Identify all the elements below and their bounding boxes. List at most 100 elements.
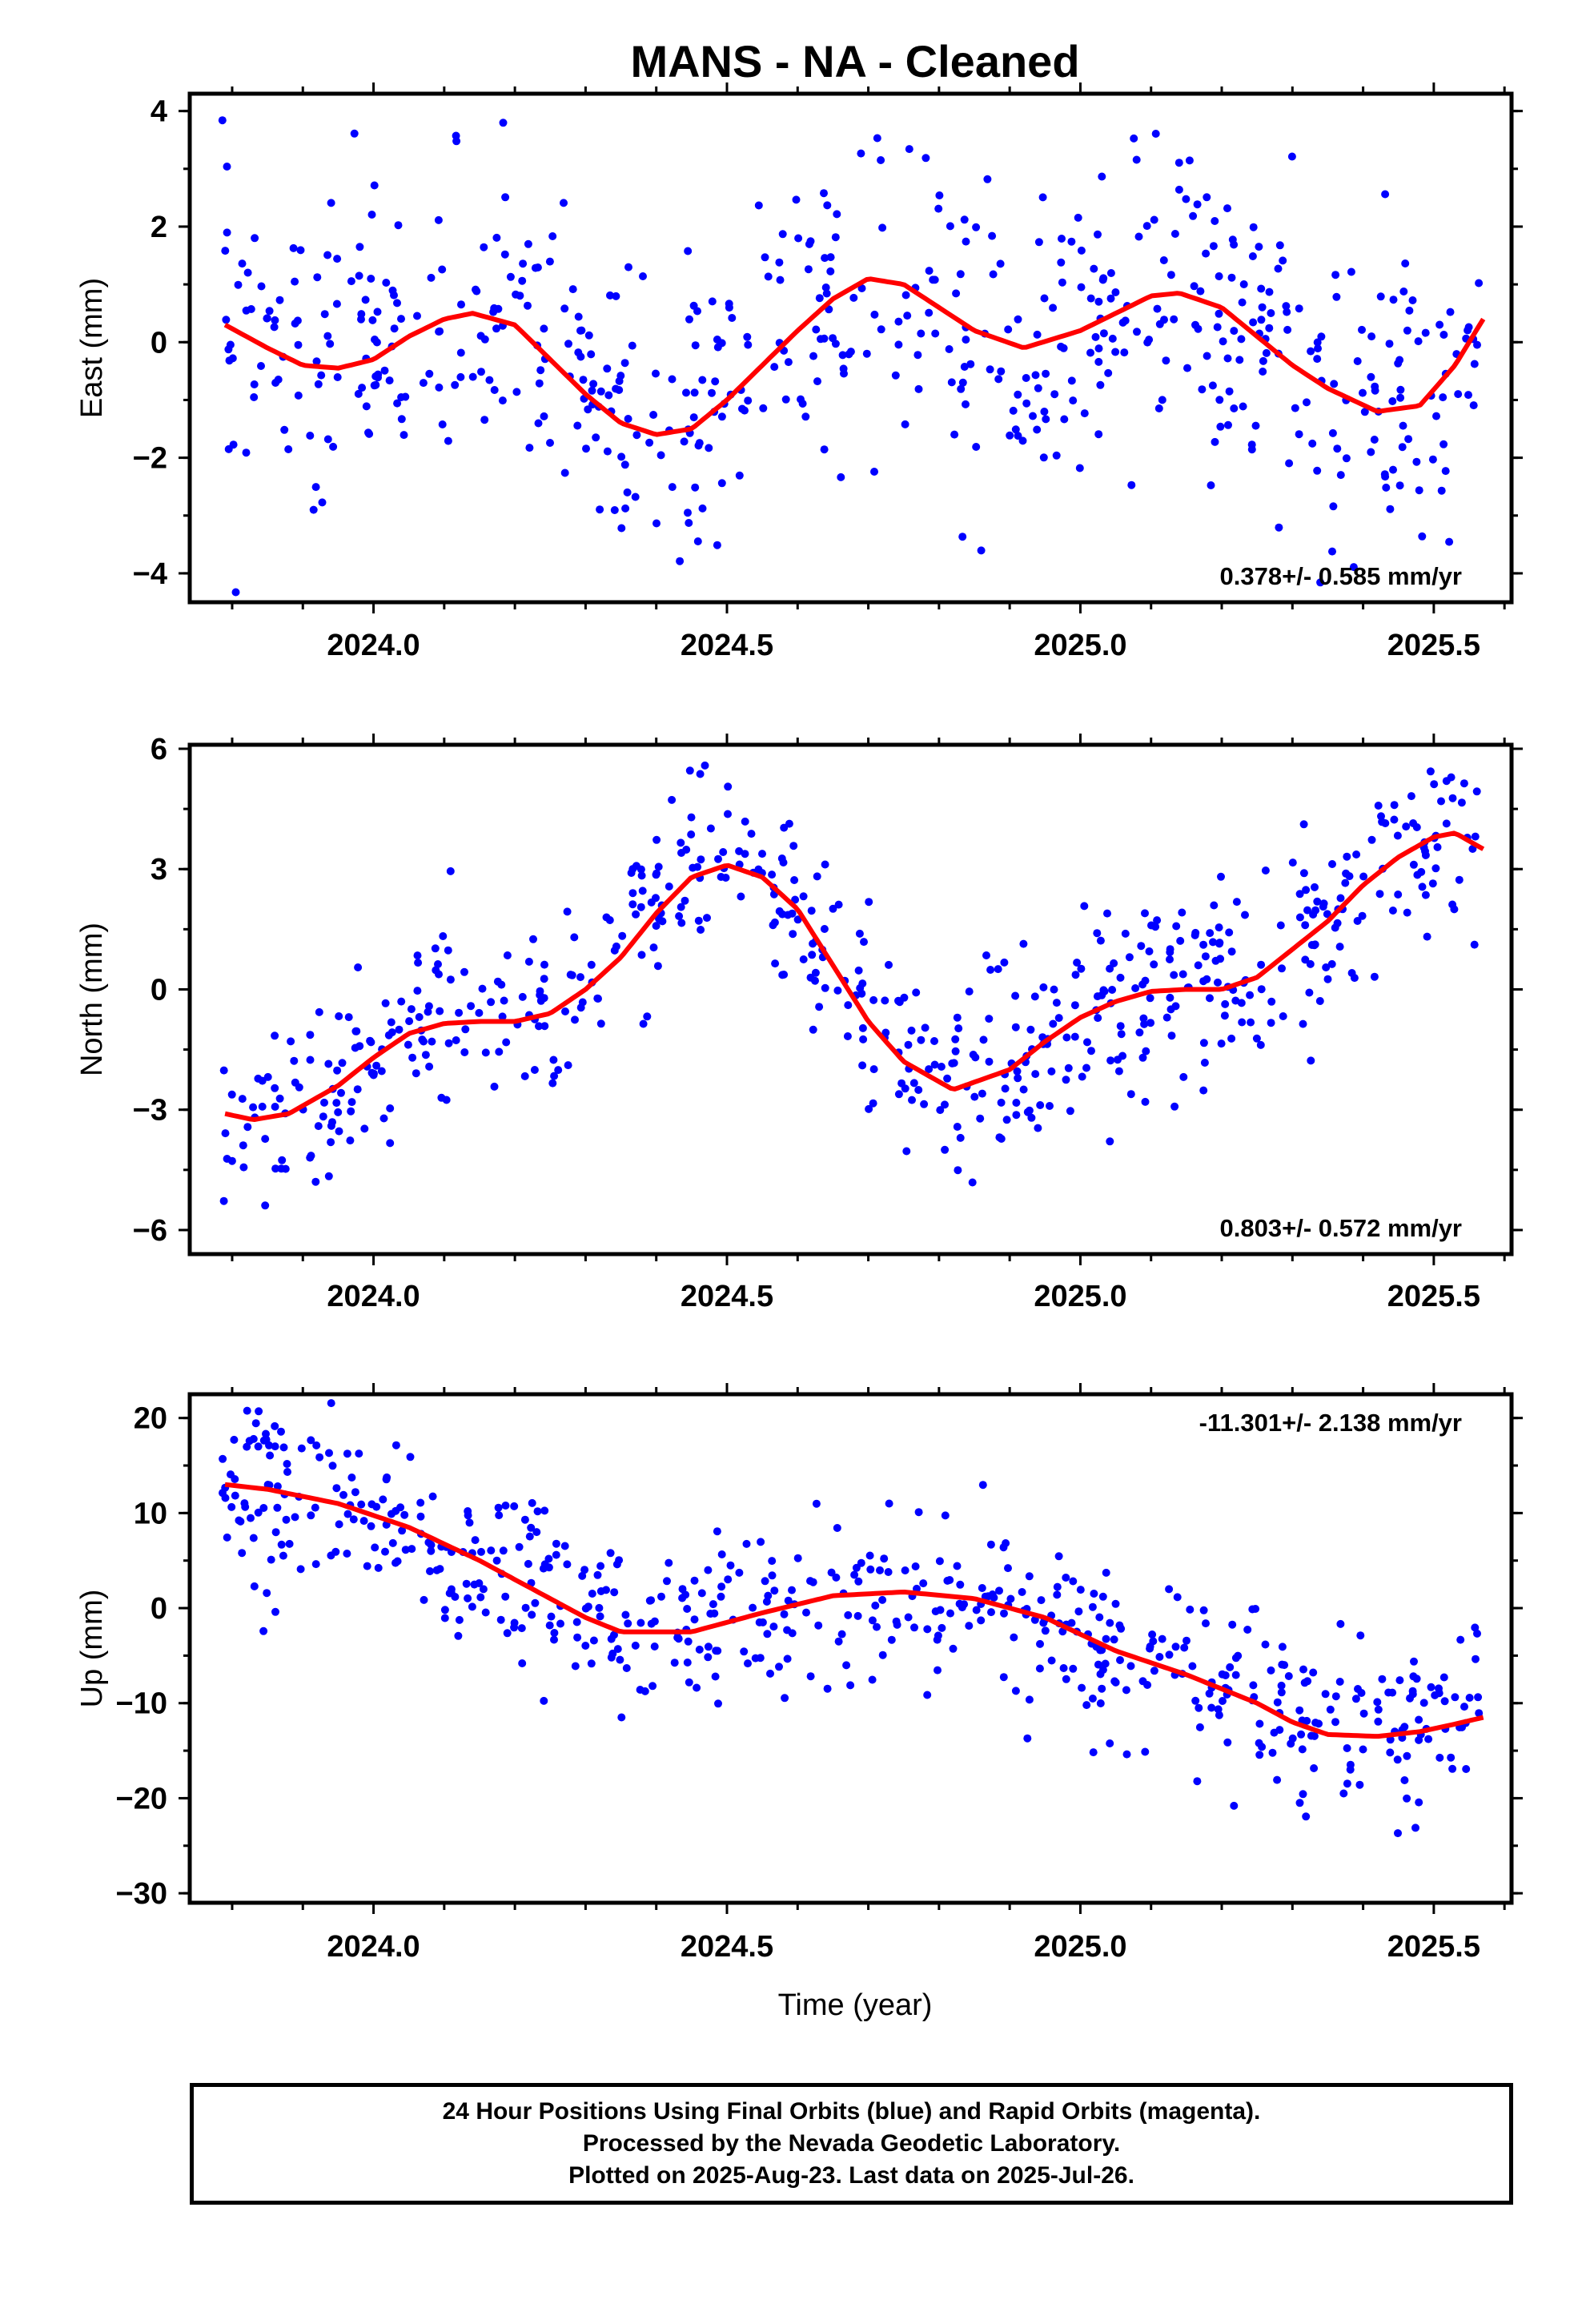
data-point	[1230, 240, 1239, 249]
data-point	[714, 854, 722, 863]
data-point	[1022, 399, 1031, 408]
data-point	[1201, 952, 1210, 961]
data-point	[306, 1031, 315, 1039]
data-point	[540, 975, 548, 983]
data-point	[1014, 432, 1022, 440]
data-point	[592, 433, 600, 442]
data-point	[804, 265, 813, 274]
data-point	[620, 460, 629, 469]
data-point	[1450, 905, 1459, 914]
data-point	[1299, 869, 1308, 878]
data-point	[822, 289, 831, 298]
data-point	[311, 1560, 320, 1569]
data-point	[1000, 1609, 1008, 1618]
data-point	[624, 415, 632, 423]
data-point	[271, 1607, 279, 1616]
data-point	[380, 366, 389, 375]
data-point	[1116, 1022, 1125, 1031]
data-point	[427, 1541, 436, 1550]
data-point	[396, 1503, 405, 1512]
data-point	[528, 1498, 536, 1507]
data-point	[693, 537, 702, 545]
footer-line-3: Plotted on 2025-Aug-23. Last data on 202…	[568, 2162, 1134, 2189]
data-point	[610, 506, 619, 514]
data-point	[1303, 1716, 1311, 1725]
data-point	[278, 1156, 287, 1164]
data-point	[1141, 976, 1150, 985]
data-point	[1070, 1001, 1079, 1010]
data-point	[1040, 408, 1049, 416]
data-point	[584, 331, 593, 340]
data-point	[219, 1196, 228, 1205]
data-point	[977, 546, 986, 555]
data-point	[1421, 891, 1430, 899]
data-point	[919, 1579, 928, 1588]
data-point	[512, 388, 521, 396]
data-point	[878, 1651, 887, 1659]
data-point	[1190, 282, 1199, 291]
data-point	[259, 1626, 268, 1635]
data-point	[656, 451, 665, 460]
data-point	[628, 900, 637, 909]
data-point	[444, 436, 452, 445]
data-point	[1104, 368, 1113, 377]
fit-curve-north	[224, 830, 1485, 1122]
data-point	[1447, 1753, 1456, 1762]
data-point	[367, 211, 376, 219]
data-point	[1067, 237, 1076, 246]
data-point	[704, 1653, 713, 1662]
data-point	[1174, 159, 1183, 167]
data-point	[343, 1550, 351, 1558]
data-point	[589, 380, 598, 388]
y-tick-label: −4	[133, 557, 167, 591]
data-point	[1370, 436, 1379, 444]
data-point	[677, 838, 685, 847]
data-point	[1153, 916, 1162, 925]
data-point	[1331, 271, 1340, 279]
x-tick-label: 2025.0	[1034, 1280, 1126, 1313]
data-point	[1335, 943, 1344, 951]
data-point	[631, 1641, 640, 1650]
data-point	[778, 230, 787, 239]
data-point	[763, 1630, 772, 1638]
data-point	[382, 279, 391, 287]
data-point	[621, 504, 630, 513]
y-axis-title-east: East (mm)	[75, 278, 109, 418]
data-point	[701, 761, 709, 770]
data-point	[1102, 1634, 1110, 1643]
data-point	[972, 1606, 981, 1614]
data-point	[571, 1015, 579, 1024]
data-point	[596, 1587, 605, 1595]
data-point	[1287, 1739, 1295, 1748]
data-point	[1082, 1063, 1090, 1072]
data-point	[1359, 1709, 1368, 1718]
data-point	[1033, 425, 1042, 434]
data-point	[1098, 172, 1106, 181]
data-point	[1257, 316, 1266, 324]
data-point	[621, 1610, 630, 1619]
data-point	[684, 1637, 693, 1646]
data-point	[747, 830, 756, 838]
data-point	[941, 1511, 950, 1520]
data-point	[315, 1007, 323, 1016]
data-point	[652, 922, 661, 931]
data-point	[1305, 988, 1314, 997]
data-point	[1053, 1582, 1062, 1591]
data-point	[343, 1449, 351, 1458]
data-point	[1098, 1684, 1106, 1693]
data-point	[744, 340, 753, 349]
data-point	[1380, 470, 1389, 479]
data-point	[849, 293, 858, 302]
data-point	[914, 384, 923, 393]
data-point	[1014, 1074, 1022, 1083]
data-point	[1435, 320, 1444, 329]
data-point	[347, 1107, 355, 1116]
data-point	[826, 253, 835, 262]
data-point	[632, 431, 641, 440]
data-point	[1298, 1745, 1307, 1754]
data-point	[1259, 368, 1267, 376]
data-point	[436, 1565, 444, 1574]
data-point	[1150, 960, 1158, 969]
data-point	[1261, 1640, 1270, 1649]
data-point	[1101, 1659, 1110, 1668]
